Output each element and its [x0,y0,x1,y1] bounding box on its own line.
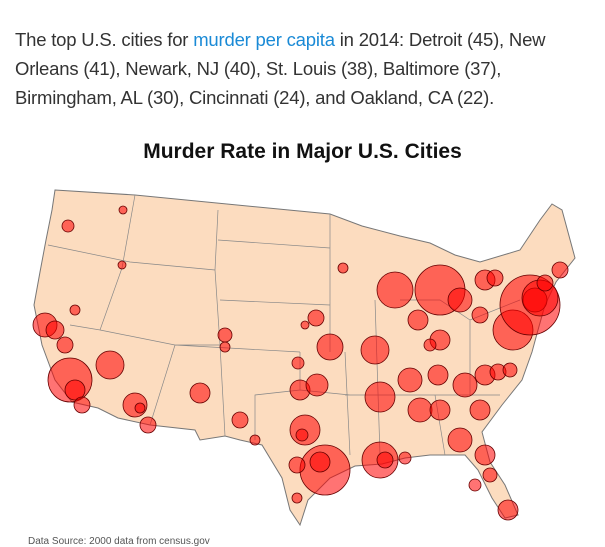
city-bubble [497,499,519,521]
city-bubble [291,356,305,370]
city-bubble [231,411,249,429]
city-bubble [337,262,349,274]
city-bubble [429,399,451,421]
city-bubble [56,336,74,354]
city-bubble [45,320,65,340]
data-source: Data Source: 2000 data from census.gov [28,536,210,547]
city-bubble [452,372,478,398]
city-bubble [134,402,146,414]
city-bubble [249,434,261,446]
city-bubble [482,467,498,483]
city-bubbles [32,205,569,521]
city-bubble [447,287,473,313]
city-bubble [469,399,491,421]
city-bubble [295,428,309,442]
city-bubble [376,271,414,309]
city-bubble [471,306,489,324]
city-bubble [398,451,412,465]
city-bubble [219,341,231,353]
city-bubble [407,397,433,423]
city-bubble [486,269,504,287]
city-bubble [95,350,125,380]
city-bubble [61,219,75,233]
city-bubble [189,382,211,404]
city-bubble [502,362,518,378]
city-bubble [397,367,423,393]
city-bubble [217,327,233,343]
figure-title: Murder Rate in Major U.S. Cities [143,140,462,163]
city-bubble [316,333,344,361]
city-bubble [118,205,128,215]
city-bubble [423,338,437,352]
city-bubble [300,320,310,330]
city-bubble [291,492,303,504]
city-bubble [64,379,86,401]
city-bubble [474,444,496,466]
city-bubble [309,451,331,473]
city-bubble [364,381,396,413]
city-bubble [305,373,329,397]
city-bubble [468,478,482,492]
city-bubble [69,304,81,316]
city-bubble [447,427,473,453]
city-bubble [427,364,449,386]
paragraph-text: The top U.S. cities for [15,28,194,50]
city-bubble [376,451,394,469]
city-bubble [536,274,554,292]
murder-rate-map-figure: Murder Rate in Major U.S. Cities Data So… [0,130,605,547]
city-bubble [288,456,306,474]
city-bubble [551,261,569,279]
city-bubble [360,335,390,365]
us-map [32,189,576,527]
murder-per-capita-link[interactable]: murder per capita [193,28,335,50]
paragraph-text: in 2014: Detroit (45), New Orleans (41),… [15,28,546,108]
city-bubble [139,416,157,434]
city-bubble [117,260,127,270]
city-bubble [407,309,429,331]
city-bubble [307,309,325,327]
article-paragraph: The top U.S. cities for murder per capit… [15,25,595,112]
city-bubble [73,396,91,414]
